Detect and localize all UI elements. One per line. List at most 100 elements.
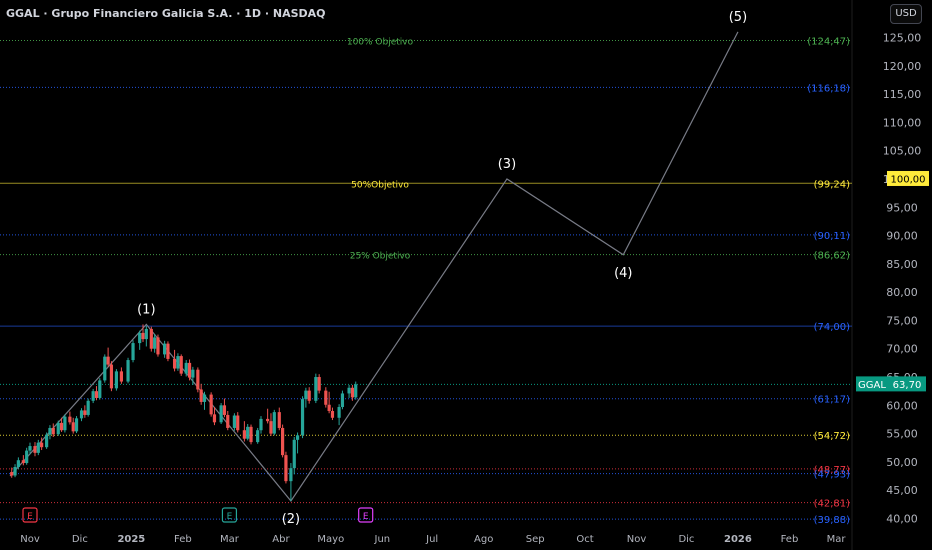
candle-body	[337, 407, 341, 418]
level-label: (39,88)	[814, 515, 851, 526]
candle-body	[28, 446, 32, 451]
candle-body	[36, 442, 40, 453]
y-tick-label: 105,00	[883, 145, 922, 158]
candle-body	[179, 356, 183, 374]
last-price-tag-bg	[888, 376, 926, 392]
time-axis[interactable]: Nov Dic 2025 Feb Mar Abr Mayo Jun Jul Ago Sep Oct No…	[20, 534, 846, 545]
y-tick-label: 75,00	[886, 314, 918, 327]
candles	[10, 324, 358, 501]
level-objetivo-text: 50%Objetivo	[351, 180, 409, 190]
level-label: (54,72)	[814, 431, 851, 442]
candle-body	[202, 394, 207, 402]
wave-label: (1)	[137, 302, 155, 317]
level-label: (116,18)	[807, 83, 850, 94]
wave-label: (3)	[498, 157, 516, 172]
candle-body	[304, 390, 308, 400]
x-tick-label: 2025	[117, 534, 145, 545]
candle-body	[307, 390, 311, 401]
earnings-icon	[358, 507, 374, 523]
candle-body	[340, 393, 345, 408]
candle-body	[196, 369, 200, 390]
y-tick-label: 80,00	[886, 286, 918, 299]
x-tick-label: Dic	[72, 534, 88, 545]
candle-body	[144, 328, 148, 340]
level-label: (86,62)	[814, 251, 851, 262]
candle-body	[269, 421, 273, 434]
candle-body	[45, 434, 49, 448]
symbol-tag: GGAL	[858, 380, 886, 391]
candle-body	[172, 358, 177, 369]
candle-body	[156, 337, 160, 355]
candle-body	[330, 410, 335, 418]
x-tick-label: Mayo	[317, 534, 344, 545]
candle-body	[246, 426, 250, 439]
currency-button[interactable]: USD	[890, 4, 922, 24]
candle-body	[300, 399, 305, 436]
wave-label: (2)	[282, 512, 300, 527]
candle-body	[277, 412, 281, 428]
candle-body	[48, 427, 52, 435]
x-tick-label: Jul	[425, 534, 438, 545]
candle-body	[33, 446, 37, 453]
candle-body	[222, 405, 227, 415]
candle-body	[166, 343, 170, 359]
chart-title: GGAL · Grupo Financiero Galicia S.A. · 1…	[6, 7, 326, 20]
candle-body	[86, 400, 90, 415]
candle-body	[212, 414, 217, 423]
candle-body	[10, 472, 14, 476]
candle-body	[219, 405, 223, 423]
candle-body	[56, 422, 60, 435]
y-tick-label: 115,00	[883, 88, 922, 101]
candle-body	[119, 371, 124, 382]
candle-body	[126, 360, 130, 382]
candle-body	[284, 455, 288, 482]
candle-body	[272, 412, 276, 434]
earnings-icon	[221, 507, 238, 523]
price-axis[interactable]: 40,0045,0050,0055,0060,0065,0070,0075,00…	[856, 32, 929, 526]
wave-label: (4)	[614, 266, 632, 281]
candle-body	[289, 468, 293, 482]
candle-body	[98, 380, 102, 398]
candle-body	[51, 427, 55, 435]
x-tick-label: Jun	[374, 534, 391, 545]
level-label: (124,47)	[807, 36, 850, 47]
elliott-waves: (1) (2) (3) (4) (5)	[9, 10, 747, 527]
fib-levels: (124,47) 100% Objetivo (116,18) (99,24) 50%O…	[0, 36, 852, 526]
x-tick-label: Oct	[576, 534, 593, 545]
candle-body	[91, 391, 95, 401]
candle-body	[191, 369, 195, 378]
candle-body	[184, 362, 188, 374]
candle-body	[21, 460, 25, 464]
candle-body	[327, 404, 331, 411]
candle-body	[71, 422, 75, 432]
candle-body	[350, 387, 354, 398]
candle-body	[232, 415, 237, 428]
candle-body	[40, 442, 44, 448]
highlight-tag: 100,00	[891, 174, 926, 185]
y-tick-label: 45,00	[886, 484, 918, 497]
candle-body	[131, 343, 135, 361]
y-tick-label: 95,00	[886, 201, 918, 214]
candle-body	[94, 391, 99, 398]
candle-body	[25, 450, 29, 464]
candle-body	[256, 430, 260, 443]
candle-body	[63, 416, 67, 431]
x-tick-label: Feb	[781, 534, 799, 545]
level-label: (47,93)	[814, 470, 851, 481]
candle-body	[317, 377, 321, 391]
x-tick-label: Feb	[174, 534, 192, 545]
level-label: (42,81)	[814, 499, 851, 510]
level-label: (61,17)	[814, 395, 851, 406]
y-tick-label: 55,00	[886, 428, 918, 441]
candle-body	[59, 422, 64, 431]
y-tick-label: 60,00	[886, 399, 918, 412]
candle-body	[209, 394, 213, 415]
candle-body	[141, 332, 145, 340]
candle-body	[281, 427, 285, 456]
candle-body	[83, 410, 87, 415]
candle-body	[163, 343, 167, 355]
candle-body	[199, 389, 203, 402]
